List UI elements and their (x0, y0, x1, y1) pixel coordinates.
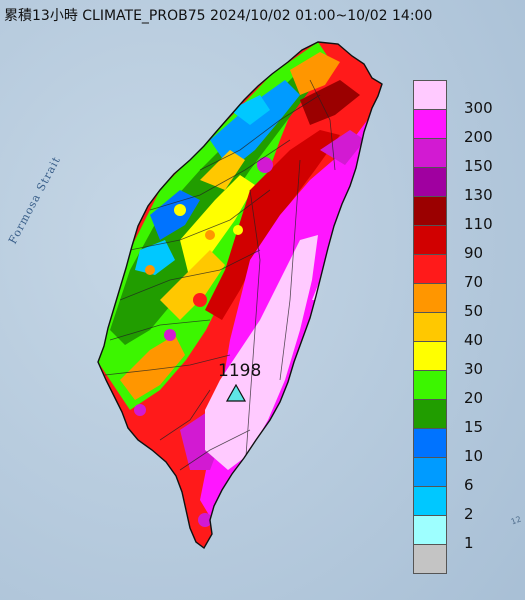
legend-swatch (413, 80, 447, 110)
triangle-marker-icon (226, 384, 246, 402)
legend-label: 20 (464, 389, 484, 407)
map-title: 累積13小時 CLIMATE_PROB75 2024/10/02 01:00~1… (4, 8, 433, 24)
legend-label: 200 (464, 128, 493, 146)
legend-swatch (413, 254, 447, 284)
legend-swatch (413, 486, 447, 516)
county-boundaries (104, 79, 336, 471)
legend-swatch (413, 544, 447, 574)
legend-swatch (413, 283, 447, 313)
legend-swatch (413, 167, 447, 197)
legend-swatch (413, 428, 447, 458)
legend-label: 70 (464, 273, 484, 291)
legend-swatch (413, 457, 447, 487)
legend-swatch (413, 138, 447, 168)
legend-swatch (413, 370, 447, 400)
legend-label: 10 (464, 447, 484, 465)
legend-label: 2 (464, 505, 474, 523)
legend-swatch (413, 196, 447, 226)
legend-label: 50 (464, 302, 484, 320)
legend-swatch (413, 399, 447, 429)
legend-label: 130 (464, 186, 493, 204)
legend-label: 150 (464, 157, 493, 175)
color-legend: 300 200 150 130 110 90 70 50 40 30 20 15 10 6 2 1 (413, 80, 513, 574)
legend-label: 40 (464, 331, 484, 349)
legend-swatch (413, 225, 447, 255)
station-label: 1198 (218, 361, 262, 381)
legend-label: 300 (464, 99, 493, 117)
legend-swatch (413, 109, 447, 139)
legend-label: 6 (464, 476, 474, 494)
legend-swatch (413, 515, 447, 545)
legend-swatch (413, 341, 447, 371)
legend-label: 1 (464, 534, 474, 552)
legend-label: 90 (464, 244, 484, 262)
legend-label: 30 (464, 360, 484, 378)
legend-swatch (413, 312, 447, 342)
legend-label: 15 (464, 418, 484, 436)
legend-label: 110 (464, 215, 493, 233)
